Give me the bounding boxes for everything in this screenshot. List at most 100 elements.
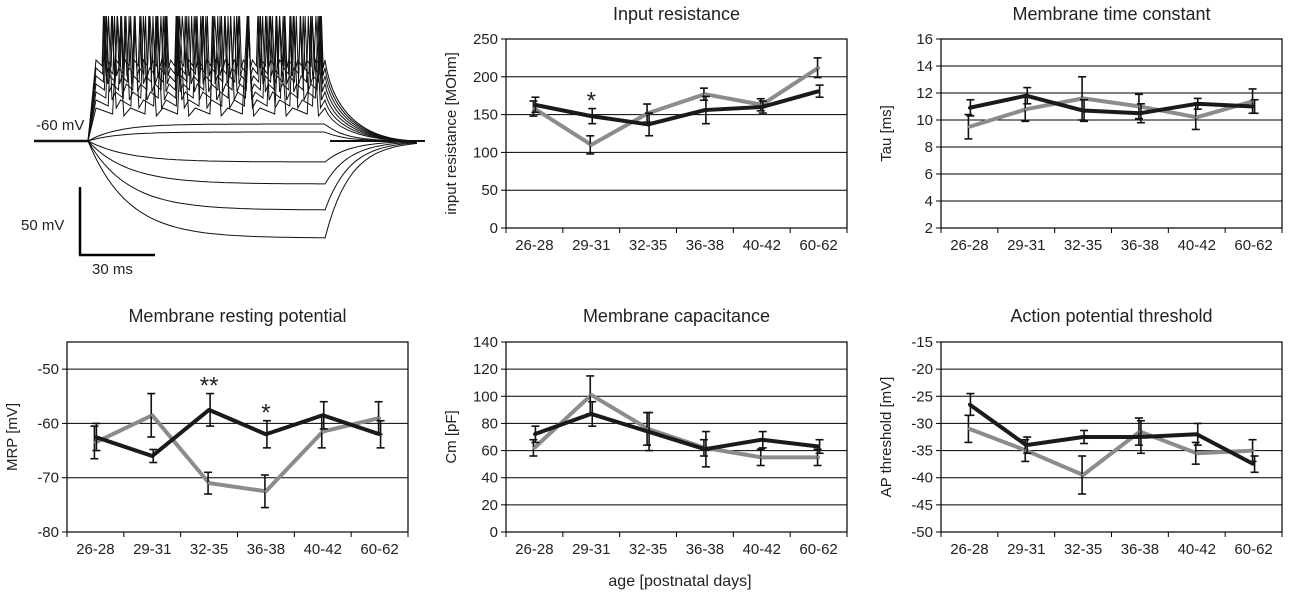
- x-tick-label: 60-62: [1234, 541, 1272, 558]
- series-black: [966, 392, 1259, 474]
- data-point-gray: [817, 455, 821, 459]
- y-tick-label: -80: [37, 524, 59, 541]
- x-tick-label: 29-31: [1007, 541, 1045, 558]
- series-black: [531, 84, 824, 137]
- data-point-black: [264, 432, 268, 436]
- y-tick-label: -50: [37, 361, 59, 378]
- data-point-gray: [703, 92, 707, 96]
- scale-bar-time-label: 30 ms: [92, 261, 133, 278]
- data-point-black: [967, 106, 971, 110]
- x-tick-label: 29-31: [133, 541, 171, 558]
- data-point-black: [760, 105, 764, 109]
- data-point-black: [532, 432, 536, 436]
- y-axis-label: Tau [ms]: [878, 105, 895, 162]
- data-point-black: [93, 435, 97, 439]
- x-tick-label: 29-31: [572, 541, 610, 558]
- y-tick-label: -30: [911, 415, 933, 432]
- x-tick-label: 36-38: [1121, 541, 1159, 558]
- series-line-gray: [968, 96, 1255, 129]
- y-tick-label: 120: [473, 361, 498, 378]
- series-black: [531, 400, 824, 468]
- chart-membrane-time-constant: Membrane time constant 2 4 6 8 10 12 14 16 26-28 2…: [878, 4, 1283, 254]
- plot-frame: [940, 38, 1283, 229]
- y-tick-label: -45: [911, 497, 933, 514]
- significance-marker: *: [587, 88, 596, 115]
- data-point-gray: [1195, 115, 1199, 119]
- x-tick-label: 36-38: [247, 541, 285, 558]
- data-point-black: [1138, 435, 1142, 439]
- plot-frame: [66, 341, 409, 533]
- spiking-trace: [87, 15, 421, 142]
- chart-title: Action potential threshold: [1010, 306, 1212, 326]
- y-tick-label: 40: [481, 470, 498, 487]
- data-point-black: [817, 89, 821, 93]
- series-black: [966, 86, 1259, 124]
- x-tick-label: 60-62: [1234, 237, 1272, 254]
- y-tick-label: 0: [490, 524, 498, 541]
- x-tick-label: 60-62: [360, 541, 398, 558]
- series-gray: [964, 414, 1257, 495]
- series-line-gray: [94, 413, 381, 494]
- data-point-gray: [967, 125, 971, 129]
- y-tick-label: 50: [481, 182, 498, 199]
- data-point-black: [150, 454, 154, 458]
- subthreshold-trace: [87, 123, 421, 142]
- y-tick-label: 2: [925, 220, 933, 237]
- y-tick-label: 140: [473, 334, 498, 351]
- x-tick-label: 26-28: [515, 237, 553, 254]
- data-point-gray: [1252, 449, 1256, 453]
- x-tick-label: 40-42: [1178, 541, 1216, 558]
- data-point-black: [646, 122, 650, 126]
- x-tick-label: 32-35: [629, 541, 667, 558]
- data-point-gray: [1024, 107, 1028, 111]
- y-tick-label: 100: [473, 388, 498, 405]
- y-tick-label: 4: [925, 193, 933, 210]
- data-point-black: [760, 438, 764, 442]
- series-black: [92, 392, 385, 464]
- x-tick-label: 40-42: [304, 541, 342, 558]
- data-point-black: [646, 430, 650, 434]
- data-point-gray: [760, 455, 764, 459]
- hyperpolarizing-trace: [87, 140, 418, 239]
- data-point-black: [1024, 443, 1028, 447]
- data-point-black: [967, 402, 971, 406]
- data-point-gray: [817, 66, 821, 70]
- data-point-gray: [378, 416, 382, 420]
- series-line-gray: [533, 392, 819, 460]
- data-point-black: [1081, 435, 1085, 439]
- chart-membrane-capacitance: Membrane capacitance 0 20 40 60 80 100 120 140 26…: [443, 306, 848, 558]
- y-axis-label: MRP [mV]: [4, 403, 21, 471]
- chart-membrane-resting-potential: Membrane resting potential -80 -70 -60 -50 26…: [4, 306, 409, 558]
- data-point-black: [589, 114, 593, 118]
- x-tick-label: 40-42: [743, 237, 781, 254]
- data-point-black: [1195, 432, 1199, 436]
- data-point-black: [1195, 102, 1199, 106]
- series-gray: [529, 57, 822, 155]
- data-point-gray: [1081, 473, 1085, 477]
- hyperpolarizing-trace: [87, 140, 418, 211]
- y-axis-label: Cm [pF]: [443, 410, 460, 463]
- y-tick-label: 0: [490, 220, 498, 237]
- significance-marker: **: [200, 373, 219, 400]
- chart-title: Membrane time constant: [1012, 4, 1210, 24]
- scale-bar-voltage-label: 50 mV: [21, 217, 64, 234]
- chart-title: Input resistance: [613, 4, 740, 24]
- spiking-trace: [87, 15, 421, 142]
- chart-action-potential-threshold: Action potential threshold -50 -45 -40 -35 -3…: [878, 306, 1283, 558]
- data-point-black: [703, 447, 707, 451]
- data-point-black: [589, 412, 593, 416]
- y-tick-label: 16: [916, 31, 933, 48]
- plot-frame: [505, 38, 848, 229]
- y-tick-label: 20: [481, 497, 498, 514]
- data-point-gray: [532, 446, 536, 450]
- x-tick-label: 36-38: [686, 541, 724, 558]
- chart-title: Membrane resting potential: [128, 306, 346, 326]
- y-tick-label: -40: [911, 470, 933, 487]
- spiking-trace: [87, 15, 421, 142]
- significance-marker: *: [261, 400, 270, 427]
- data-point-black: [1252, 462, 1256, 466]
- x-tick-label: 26-28: [515, 541, 553, 558]
- data-point-gray: [264, 489, 268, 493]
- y-tick-label: -50: [911, 524, 933, 541]
